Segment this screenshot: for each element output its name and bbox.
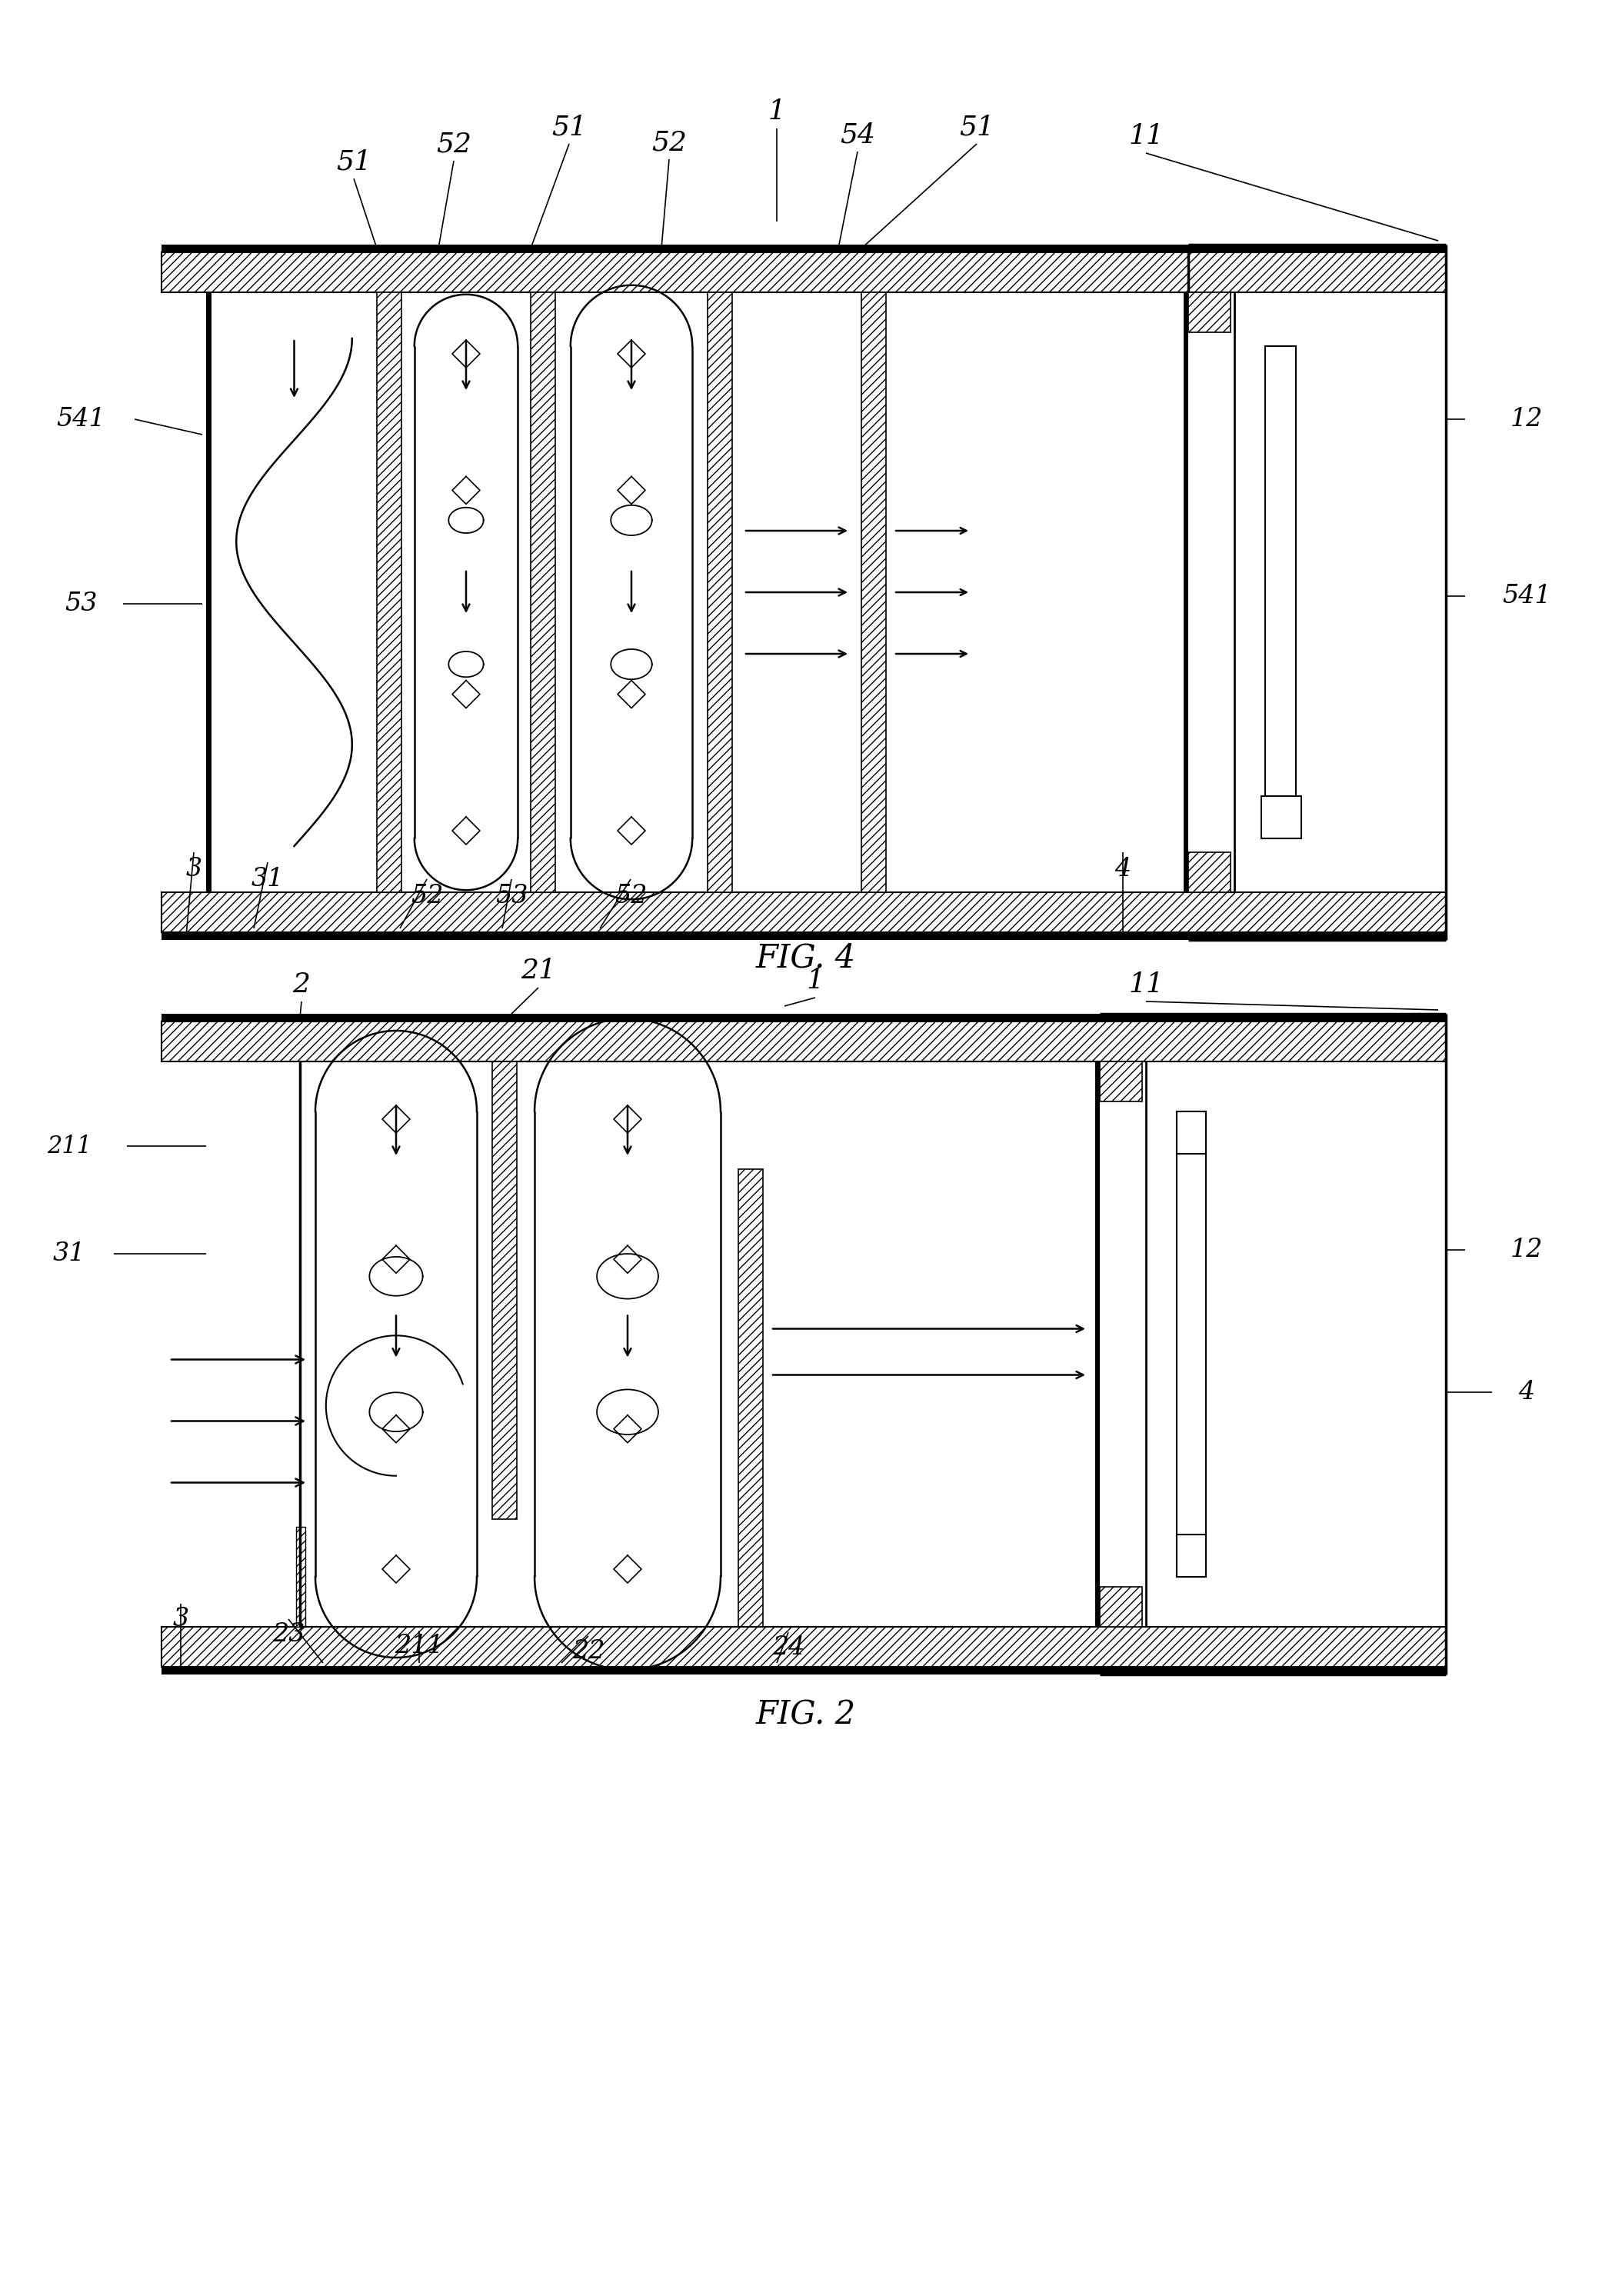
Text: 23: 23 — [272, 1623, 305, 1646]
Text: 4: 4 — [1519, 1380, 1535, 1405]
Text: 53: 53 — [495, 884, 527, 909]
Text: 1: 1 — [767, 99, 785, 124]
Bar — [1265, 347, 1296, 838]
Text: 54: 54 — [840, 122, 875, 147]
Bar — [738, 1169, 762, 1628]
Text: 211: 211 — [47, 1134, 92, 1157]
Text: 2: 2 — [293, 971, 311, 999]
Bar — [1183, 292, 1188, 893]
Bar — [161, 1022, 1446, 1061]
Text: 31: 31 — [251, 868, 284, 891]
Text: 51: 51 — [959, 115, 995, 140]
Text: 52: 52 — [614, 884, 646, 909]
Bar — [1177, 1534, 1206, 1577]
Text: FIG. 2: FIG. 2 — [756, 1699, 856, 1731]
Text: 52: 52 — [437, 131, 471, 156]
Text: 24: 24 — [772, 1635, 804, 1660]
Text: 51: 51 — [335, 149, 371, 174]
Bar — [161, 253, 1446, 292]
Bar — [1095, 1061, 1099, 1628]
Bar — [708, 292, 732, 893]
Bar — [161, 1628, 1446, 1667]
Bar — [297, 1527, 305, 1628]
Text: 541: 541 — [56, 406, 105, 432]
Text: 22: 22 — [572, 1639, 604, 1665]
Text: 11: 11 — [1128, 971, 1164, 999]
Text: 3: 3 — [185, 856, 202, 882]
Bar — [161, 932, 1446, 939]
Bar — [206, 292, 211, 893]
Text: 52: 52 — [411, 884, 443, 909]
Bar — [161, 1667, 1446, 1674]
Bar — [1099, 1061, 1141, 1102]
Text: 52: 52 — [651, 129, 687, 156]
Bar — [161, 1015, 1446, 1022]
Text: 211: 211 — [395, 1635, 443, 1658]
Bar — [492, 1061, 517, 1520]
Text: 53: 53 — [64, 592, 97, 615]
Text: 51: 51 — [551, 115, 587, 140]
Text: 11: 11 — [1128, 124, 1164, 149]
Bar — [377, 292, 401, 893]
Text: 31: 31 — [53, 1242, 85, 1265]
Text: 21: 21 — [521, 957, 556, 983]
Bar — [161, 246, 1446, 253]
Text: 1: 1 — [806, 967, 824, 994]
Text: 541: 541 — [1502, 583, 1551, 608]
Text: 12: 12 — [1510, 406, 1543, 432]
Bar — [1188, 292, 1230, 333]
Text: 4: 4 — [1114, 856, 1132, 882]
Text: 12: 12 — [1510, 1238, 1543, 1263]
Bar — [530, 292, 555, 893]
Bar — [1261, 797, 1301, 838]
Bar — [861, 292, 887, 893]
Bar — [1099, 1587, 1141, 1628]
Text: 3: 3 — [172, 1607, 189, 1632]
Bar — [1177, 1111, 1206, 1577]
Text: FIG. 4: FIG. 4 — [756, 941, 856, 974]
Bar — [1177, 1111, 1206, 1155]
Bar — [1188, 852, 1230, 893]
Bar — [161, 893, 1446, 932]
